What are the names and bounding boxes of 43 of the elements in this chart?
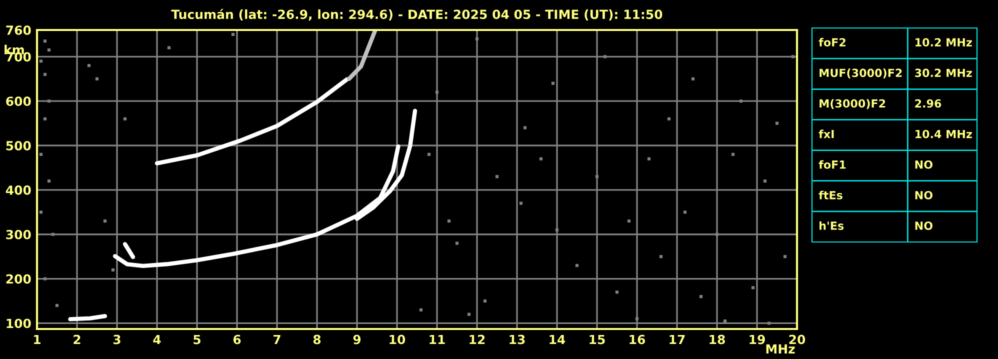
x-axis-title: MHz — [766, 344, 795, 354]
x-tick-label: 14 — [550, 334, 566, 344]
x-tick-label: 8 — [313, 334, 321, 344]
text: foF1 — [818, 160, 846, 169]
x-tick-label: 20 — [789, 334, 806, 344]
x-tick-label: 18 — [710, 334, 725, 344]
text: ftEs — [818, 190, 842, 200]
x-tick-label: 19 — [750, 334, 765, 344]
x-tick-label: 1 — [34, 334, 40, 344]
text: 2.96 — [915, 99, 942, 108]
text: 10.4 MHz — [916, 130, 972, 138]
text: foF2 — [818, 38, 846, 47]
x-tick-label: 13 — [510, 334, 525, 344]
x-tick-label: 2 — [74, 334, 80, 344]
x-tick-label: 5 — [194, 334, 200, 344]
text: NO — [915, 160, 932, 169]
y-tick-label: 200 — [6, 274, 31, 284]
y-tick-label: 600 — [6, 96, 31, 106]
y-tick-label: 300 — [6, 230, 31, 240]
y-tick-label: 100 — [6, 318, 31, 328]
y-tick-label: 400 — [6, 185, 31, 195]
x-tick-label: 3 — [113, 334, 120, 344]
x-tick-label: 4 — [153, 334, 161, 344]
x-tick-label: 7 — [273, 334, 280, 344]
chart-title: Tucumán (lat: -26.9, lon: 294.6) - DATE: 2025 04 05 - TIME (UT): 11:50 — [171, 8, 662, 21]
text: h'Es — [820, 221, 844, 230]
text: fxI — [818, 130, 834, 138]
text: NO — [915, 190, 932, 200]
x-tick-label: 6 — [233, 334, 241, 344]
text: M(3000)F2 — [820, 99, 886, 109]
text: MUF(3000)F2 — [820, 68, 902, 78]
y-tick-label: 760 — [6, 25, 31, 35]
text: 10.2 MHz — [916, 38, 972, 47]
text: 30.2 MHz — [915, 68, 972, 78]
text: NO — [915, 222, 932, 230]
x-tick-label: 16 — [630, 334, 646, 344]
x-tick-label: 17 — [670, 334, 685, 344]
x-tick-label: 9 — [353, 334, 361, 344]
y-tick-label: 500 — [6, 140, 31, 150]
x-tick-label: 10 — [390, 334, 406, 344]
x-tick-label: 15 — [590, 334, 605, 344]
x-tick-label: 12 — [470, 334, 485, 344]
x-tick-label: 11 — [430, 334, 445, 344]
